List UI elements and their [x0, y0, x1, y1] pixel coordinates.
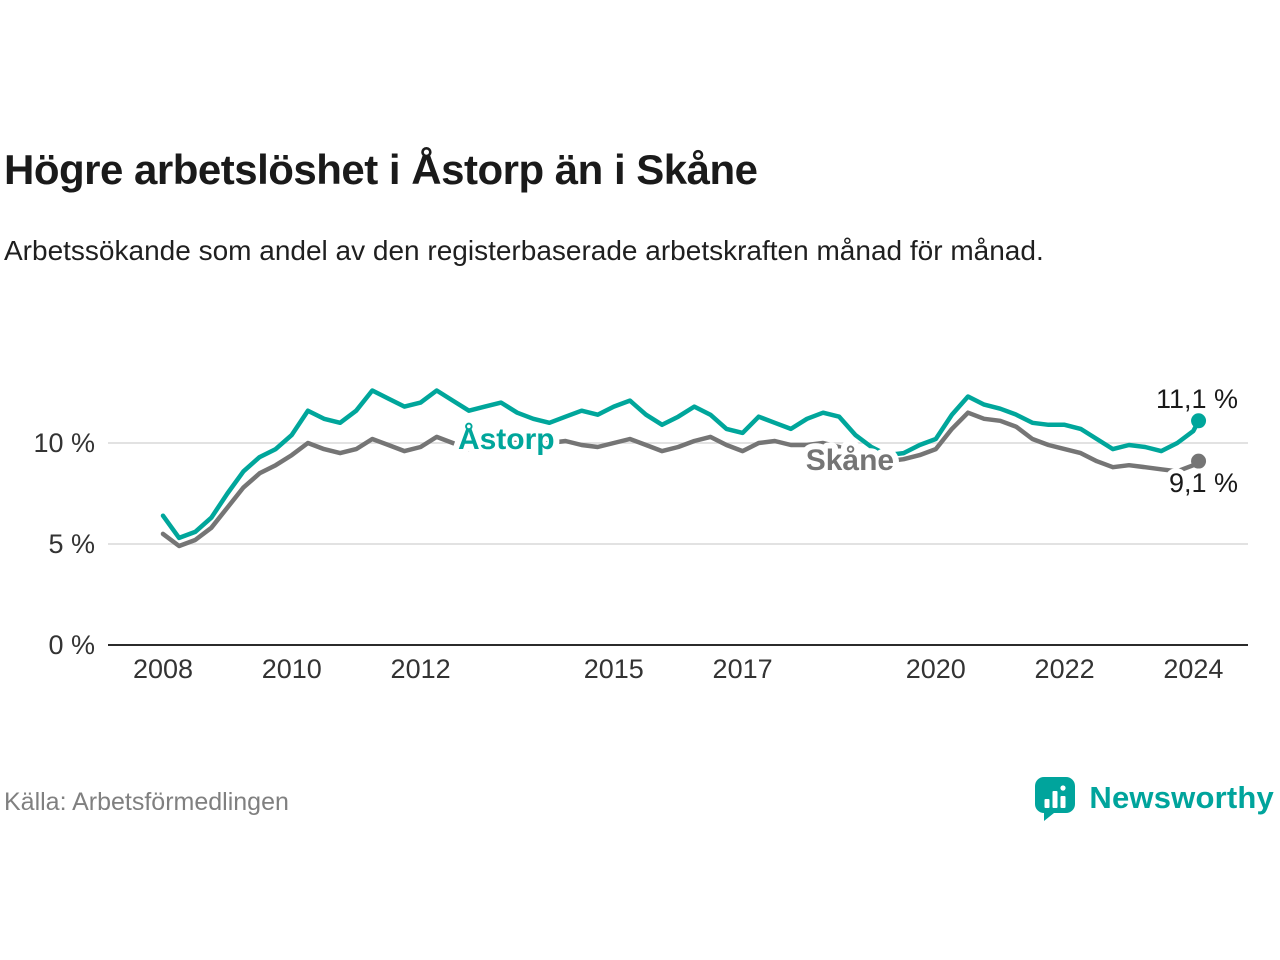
end-dot-skåne	[1191, 453, 1207, 469]
y-tick-label: 5 %	[48, 529, 95, 559]
brand-name: Newsworthy	[1089, 780, 1274, 815]
x-tick-label: 2008	[133, 654, 193, 684]
x-tick-label: 2017	[713, 654, 773, 684]
end-value-label: 9,1 %	[1169, 468, 1238, 498]
series-labels: Åstorp Skåne	[452, 417, 900, 483]
gridlines: 0 % 5 % 10 %	[33, 428, 1248, 660]
newsworthy-logo-icon	[1035, 777, 1076, 821]
series-line-åstorp	[160, 388, 1201, 541]
page-title: Högre arbetslöshet i Åstorp än i Skåne	[4, 146, 758, 193]
y-tick-label: 0 %	[48, 630, 95, 660]
end-value-label: 11,1 %	[1156, 384, 1238, 414]
bar-chart-glyph	[1044, 785, 1066, 808]
chart-subtitle: Arbetssökande som andel av den registerb…	[4, 235, 1044, 266]
newsworthy-logo[interactable]: Newsworthy	[1031, 774, 1274, 822]
y-tick-label: 10 %	[33, 428, 95, 458]
x-axis-labels: 2008 2010 2012 2015 2017 2020 2022 2024	[133, 654, 1223, 684]
x-tick-label: 2022	[1035, 654, 1095, 684]
line-chart: 0 %5 %10 % 2008 2010 2012 2015 2017 2020 2022 2…	[33, 379, 1248, 684]
x-tick-label: 2020	[906, 654, 966, 684]
series-label-åstorp: Åstorp	[458, 423, 555, 456]
series-label-skåne: Skåne	[806, 444, 894, 477]
data-series	[160, 388, 1201, 549]
x-tick-label: 2024	[1163, 654, 1223, 684]
end-dot-åstorp	[1191, 413, 1207, 429]
x-tick-label: 2015	[584, 654, 644, 684]
end-annotations: 11,1 % 9,1 %	[1151, 379, 1243, 503]
x-tick-label: 2010	[262, 654, 322, 684]
series-line-skåne	[160, 410, 1201, 549]
source-note: Källa: Arbetsförmedlingen	[4, 788, 289, 816]
x-tick-label: 2012	[391, 654, 451, 684]
